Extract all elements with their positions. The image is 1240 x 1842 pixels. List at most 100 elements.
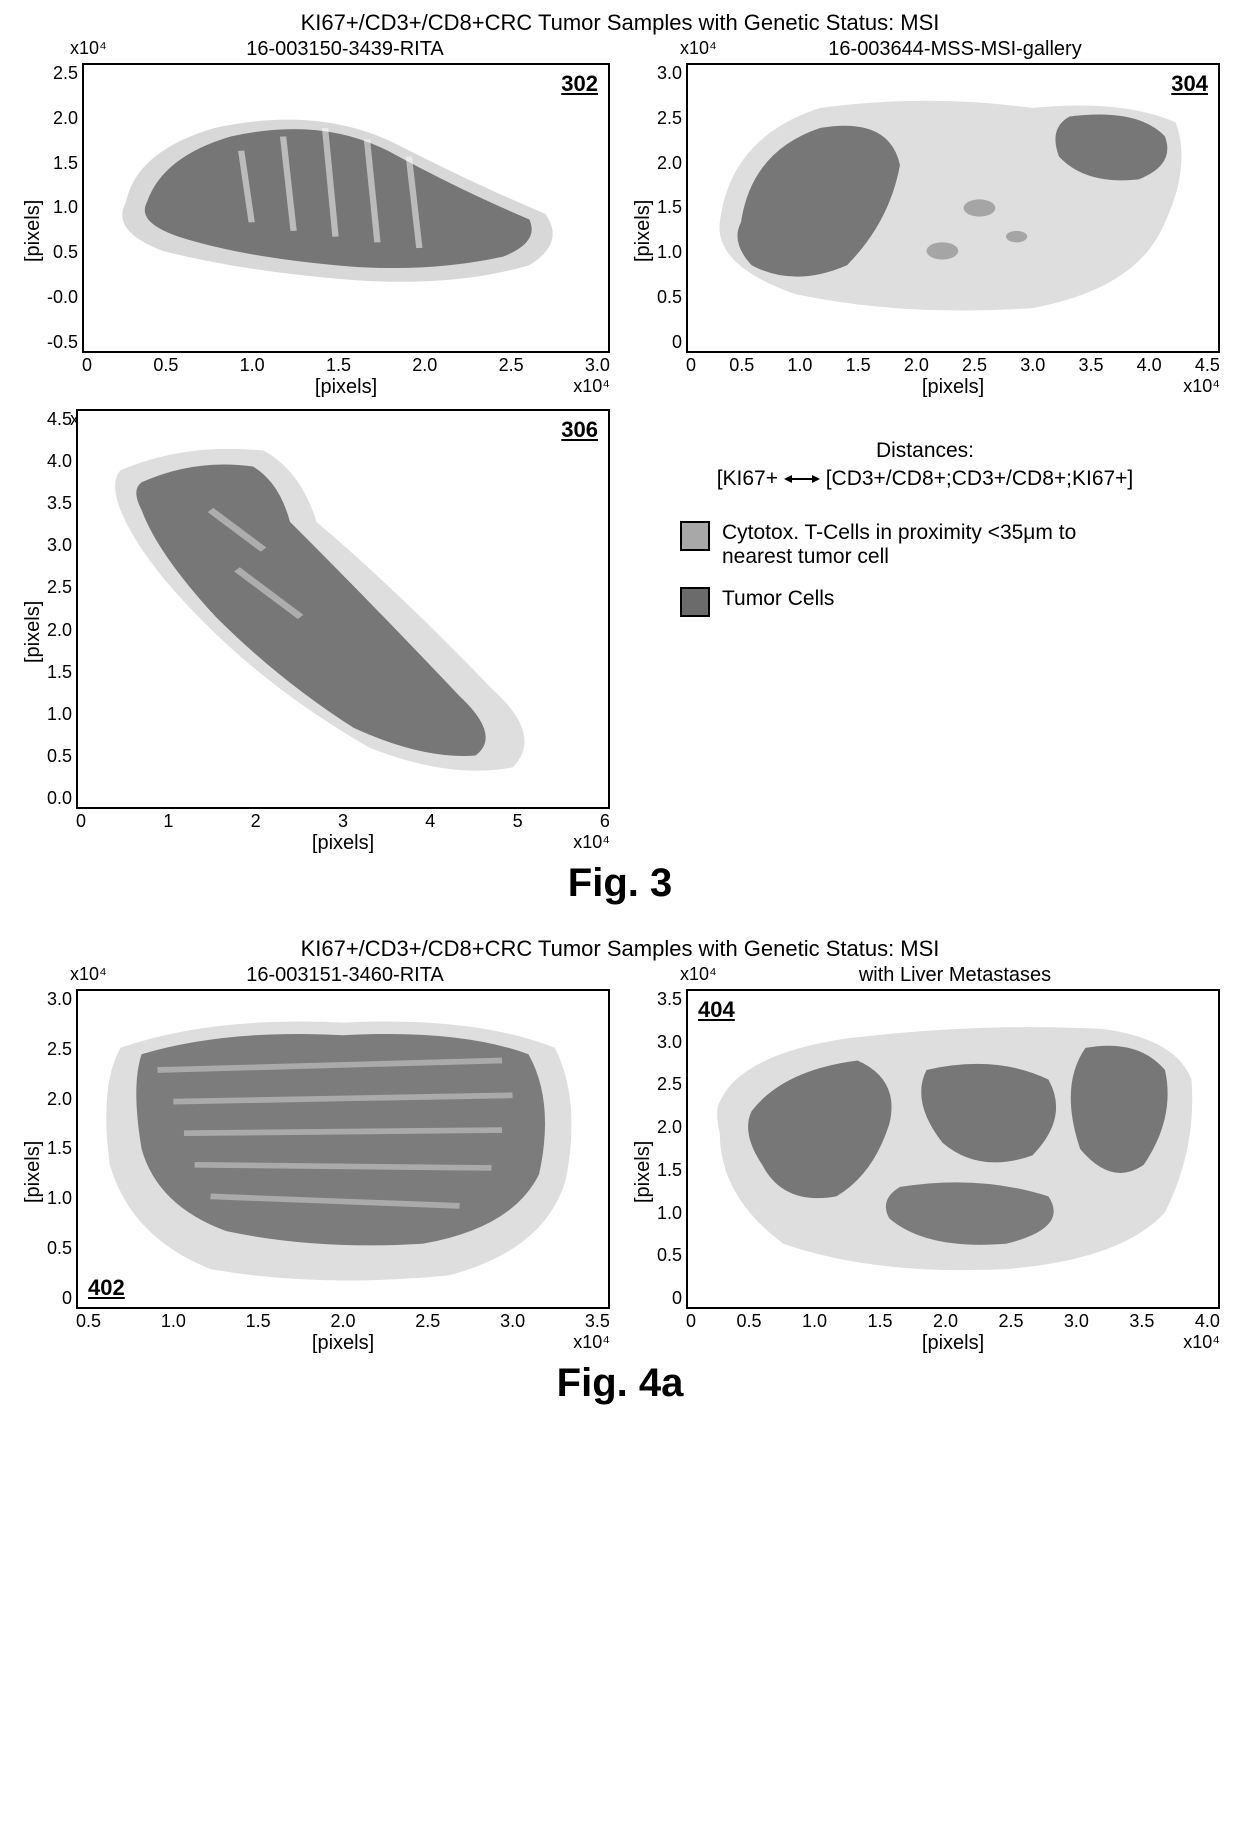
tick-label: 4.5 [1195, 355, 1220, 376]
fig4a-title: KI67+/CD3+/CD8+CRC Tumor Samples with Ge… [20, 936, 1220, 962]
tick-label: 3.5 [47, 493, 72, 514]
tick-label: 2.0 [53, 108, 78, 129]
xlabel: [pixels] [76, 832, 610, 855]
legend-title: Distances: [640, 439, 1210, 463]
scatter-plot-302: 302 [82, 63, 610, 353]
tick-label: 1.5 [47, 662, 72, 683]
tick-label: 3.0 [657, 63, 682, 84]
ylabel: [pixels] [20, 63, 47, 399]
tick-label: 2.0 [412, 355, 437, 376]
tick-label: 1.5 [657, 197, 682, 218]
legend-swatch [680, 521, 710, 551]
tick-label: 1.5 [246, 1311, 271, 1332]
xticks: 00.51.01.52.02.53.0 [82, 353, 610, 376]
tick-label: 2.0 [904, 355, 929, 376]
tick-label: 2.0 [47, 1089, 72, 1110]
tick-label: 0.5 [153, 355, 178, 376]
figure-4a: KI67+/CD3+/CD8+CRC Tumor Samples with Ge… [20, 936, 1220, 1406]
tick-label: 1.5 [657, 1160, 682, 1181]
yticks: 3.02.52.01.51.00.50 [657, 63, 686, 353]
tick-label: 2.5 [53, 63, 78, 84]
tick-label: 2.5 [657, 1074, 682, 1095]
scatter-plot-402: 402 [76, 989, 610, 1309]
fig4a-caption: Fig. 4a [20, 1361, 1220, 1406]
tick-label: 2 [251, 811, 261, 832]
xlabel: [pixels] [76, 1332, 610, 1355]
legend-sub-pre: [KI67+ [717, 467, 778, 490]
panel-304: x10⁴ 16-003644-MSS-MSI-gallery [pixels] … [630, 38, 1220, 399]
tick-label: 1.0 [802, 1311, 827, 1332]
scatter-plot-306: 306 [76, 409, 610, 809]
legend-item-tumor: Tumor Cells [680, 587, 1210, 617]
panel-subtitle: 16-003150-3439-RITA [20, 38, 610, 61]
ref-label: 304 [1171, 71, 1208, 97]
tick-label: 0.5 [47, 1238, 72, 1259]
ref-label: 402 [88, 1275, 125, 1301]
xticks: 00.51.01.52.02.53.03.54.0 [686, 1309, 1220, 1332]
tick-label: 4.0 [1195, 1311, 1220, 1332]
tick-label: 2.0 [657, 153, 682, 174]
tick-label: 1.5 [867, 1311, 892, 1332]
panel-404: x10⁴ with Liver Metastases [pixels] 3.53… [630, 964, 1220, 1355]
tick-label: 1.5 [53, 153, 78, 174]
tick-label: 4.0 [47, 451, 72, 472]
tick-label: 3.0 [500, 1311, 525, 1332]
yticks: 2.52.01.51.00.5-0.0-0.5 [47, 63, 82, 353]
legend-block: Distances: [KI67+ [CD3+/CD8+;CD3+/CD8+;K… [630, 409, 1220, 855]
tick-label: 3.0 [1064, 1311, 1089, 1332]
tick-label: 0 [672, 1288, 682, 1309]
tick-label: 3.0 [47, 989, 72, 1010]
tick-label: 4.5 [47, 409, 72, 430]
tick-label: 2.0 [47, 620, 72, 641]
tick-label: 3.5 [657, 989, 682, 1010]
xlabel: [pixels] [82, 376, 610, 399]
panel-402: x10⁴ 16-003151-3460-RITA [pixels] 3.02.5… [20, 964, 610, 1355]
ref-label: 404 [698, 997, 735, 1023]
panel-302: x10⁴ 16-003150-3439-RITA [pixels] 2.5 2.0… [20, 38, 610, 399]
panel-subtitle: 16-003644-MSS-MSI-gallery [630, 38, 1220, 61]
fig3-grid: x10⁴ 16-003150-3439-RITA [pixels] 2.5 2.0… [20, 38, 1220, 855]
legend-swatch [680, 587, 710, 617]
tick-label: 2.5 [962, 355, 987, 376]
scatter-plot-404: 404 [686, 989, 1220, 1309]
tick-label: -0.5 [47, 332, 78, 353]
tick-label: 0 [76, 811, 86, 832]
tick-label: 1.0 [53, 197, 78, 218]
tick-label: 0.5 [657, 1245, 682, 1266]
fig4a-grid: x10⁴ 16-003151-3460-RITA [pixels] 3.02.5… [20, 964, 1220, 1355]
scatter-plot-304: 304 [686, 63, 1220, 353]
tick-label: 0 [672, 332, 682, 353]
yticks: 3.0 2.5 2.0 1.5 1.0 0.5 0 [47, 989, 76, 1309]
tick-label: 2.5 [47, 1039, 72, 1060]
tick-label: 5 [513, 811, 523, 832]
tick-label: 0 [62, 1288, 72, 1309]
tick-label: 1 [163, 811, 173, 832]
tick-label: 1.5 [326, 355, 351, 376]
yscale-label: x10⁴ [680, 38, 717, 59]
tick-label: 0 [686, 1311, 696, 1332]
panel-subtitle: with Liver Metastases [630, 964, 1220, 987]
tick-label: 2.0 [330, 1311, 355, 1332]
tick-label: 1.5 [846, 355, 871, 376]
tick-label: 3.0 [657, 1032, 682, 1053]
tick-label: 2.5 [998, 1311, 1023, 1332]
ylabel: [pixels] [20, 989, 47, 1355]
tick-label: 3.5 [585, 1311, 610, 1332]
tick-label: 0.5 [47, 746, 72, 767]
yticks: 3.53.02.52.01.51.00.50 [657, 989, 686, 1309]
xscale-label: x10⁴ [573, 376, 610, 397]
legend-label: Cytotox. T-Cells in proximity <35μm to n… [722, 521, 1142, 569]
xticks: 0123456 [76, 809, 610, 832]
tick-label: 4.0 [1137, 355, 1162, 376]
tick-label: 1.5 [47, 1138, 72, 1159]
tick-label: 3 [338, 811, 348, 832]
yscale-label: x10⁴ [70, 38, 107, 59]
tick-label: 3.0 [585, 355, 610, 376]
ylabel: [pixels] [630, 989, 657, 1355]
tick-label: 0.5 [53, 242, 78, 263]
tick-label: 6 [600, 811, 610, 832]
xticks: 00.51.01.52.02.53.03.54.04.5 [686, 353, 1220, 376]
tick-label: 1.0 [47, 1188, 72, 1209]
legend-subtitle: [KI67+ [CD3+/CD8+;CD3+/CD8+;KI67+] [640, 467, 1210, 491]
tick-label: 1.0 [657, 242, 682, 263]
